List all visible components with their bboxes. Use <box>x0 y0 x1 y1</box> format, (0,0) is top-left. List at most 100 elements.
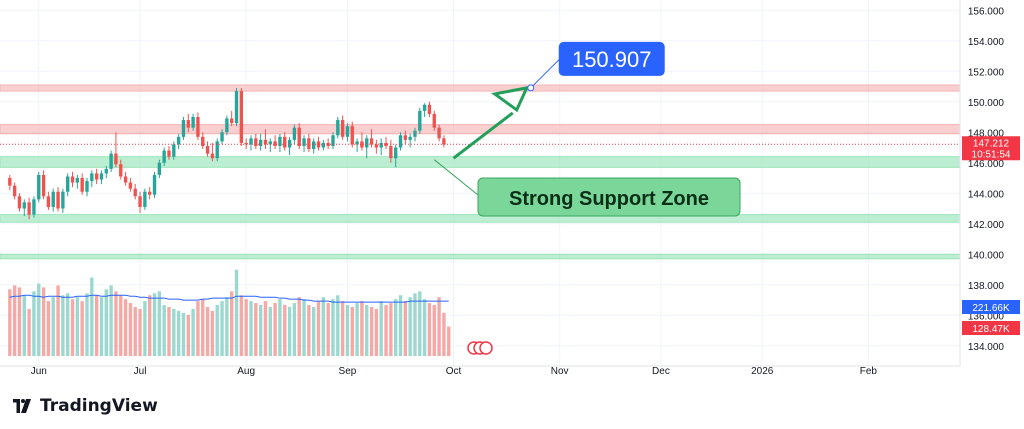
candle <box>32 196 36 218</box>
volume-bar <box>249 301 253 356</box>
volume-bar <box>447 326 451 356</box>
target-connector <box>530 57 562 89</box>
candle <box>109 150 113 172</box>
volume-bar <box>225 297 229 356</box>
price-axis[interactable]: 156.000 154.000 152.000 150.000 148.000 146.0… <box>959 0 1020 366</box>
candle <box>234 88 239 127</box>
candle <box>215 138 219 162</box>
resistance-zone <box>0 124 961 135</box>
candle-body <box>66 176 70 192</box>
candle-body <box>191 117 195 128</box>
x-tick-label: Jun <box>31 366 47 377</box>
volume-bar <box>123 299 128 356</box>
x-tick-label: Nov <box>551 366 569 377</box>
volume-bar <box>148 295 152 356</box>
volume-bar <box>205 307 210 356</box>
candle <box>133 184 137 200</box>
candle <box>365 135 369 159</box>
volume-bar <box>326 303 330 356</box>
tradingview-brand[interactable]: TradingView <box>10 396 158 416</box>
volume-bars <box>8 269 451 356</box>
candle-body <box>278 136 282 146</box>
event-flags[interactable] <box>467 341 493 355</box>
volume-bar <box>422 299 427 356</box>
candle-body <box>215 141 219 159</box>
current-price-value: 147.212 <box>973 138 1010 149</box>
candle-body <box>70 176 75 183</box>
volume-bar <box>316 301 321 356</box>
volume-bar <box>90 277 94 356</box>
volume-bar <box>258 305 263 356</box>
candle-body <box>292 127 297 140</box>
candle <box>302 135 306 153</box>
candle-body <box>32 199 36 215</box>
candle-body <box>311 141 316 150</box>
candle <box>311 138 316 154</box>
candle-body <box>123 176 128 183</box>
candle <box>418 107 422 134</box>
candle <box>258 133 263 151</box>
volume-bar <box>196 301 200 356</box>
candle <box>8 174 12 191</box>
volume-bar <box>292 303 297 356</box>
volume-bar <box>94 295 99 356</box>
candle-body <box>8 178 12 186</box>
volume-bar <box>398 295 403 356</box>
candle-body <box>384 142 388 146</box>
volume-bar <box>437 297 441 356</box>
x-tick-label: 2026 <box>751 366 774 377</box>
volume-bar <box>176 310 181 356</box>
candle-body <box>418 110 422 131</box>
volume-bar <box>66 293 70 356</box>
candle-body <box>138 196 142 207</box>
support-label-box <box>477 177 741 217</box>
candle-body <box>244 142 248 145</box>
volume-bar <box>191 308 195 356</box>
candle-body <box>239 91 244 143</box>
candle <box>167 145 171 160</box>
current-price-countdown: 10:51:54 <box>972 149 1011 160</box>
candle <box>316 136 321 151</box>
candle-body <box>85 181 89 192</box>
candle <box>427 101 432 117</box>
candle <box>12 182 17 200</box>
candle <box>148 187 152 200</box>
candle-body <box>22 202 26 209</box>
volume-bar <box>374 308 379 356</box>
candle <box>398 132 403 151</box>
volume-bar <box>408 297 412 356</box>
candle-body <box>432 113 436 128</box>
candle-body <box>143 191 147 207</box>
volume-bar <box>268 307 272 356</box>
volume-bar <box>230 291 234 356</box>
volume-bar <box>360 301 364 356</box>
resistance-zone <box>0 84 961 92</box>
candle-body <box>374 144 379 148</box>
candle-body <box>56 191 60 209</box>
candle <box>437 124 441 142</box>
candle-body <box>176 136 181 145</box>
candle-body <box>403 135 408 140</box>
volume-bar <box>287 307 292 356</box>
volume-bar <box>162 305 166 356</box>
target-point <box>527 84 535 92</box>
candle <box>268 138 272 153</box>
candle <box>37 171 41 203</box>
candle <box>360 132 364 151</box>
time-axis[interactable]: Jun Jul Aug Sep Oct Nov Dec 2026 Feb <box>0 365 960 377</box>
candle-body <box>398 135 403 148</box>
candle <box>66 173 70 197</box>
y-tick-label: 136.000 <box>968 311 1005 322</box>
candle-body <box>345 126 350 137</box>
current-price-badge <box>962 136 1020 161</box>
candle <box>321 139 326 151</box>
volume-bar <box>418 291 422 356</box>
support-zone <box>0 253 961 260</box>
y-tick-label: 140.000 <box>968 250 1005 261</box>
x-tick-label: Jul <box>134 366 147 377</box>
candle <box>340 115 345 140</box>
candle <box>114 132 118 168</box>
volume-bar <box>283 305 287 356</box>
candle <box>307 133 311 153</box>
